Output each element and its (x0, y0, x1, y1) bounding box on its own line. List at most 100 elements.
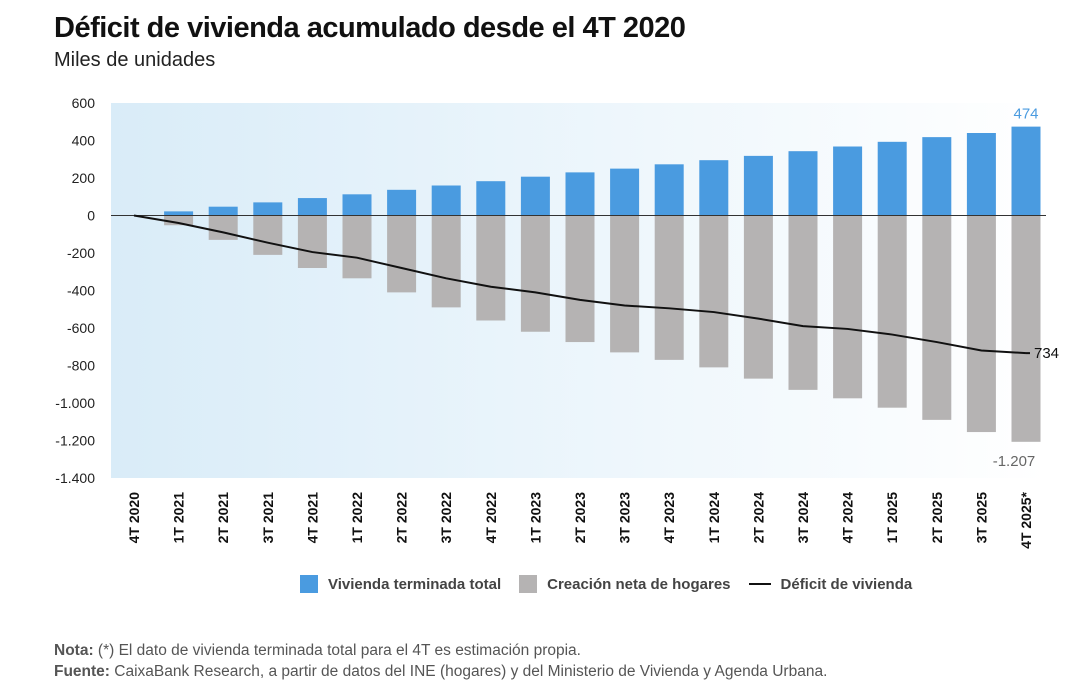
bar-creacion-hogares (743, 215, 773, 379)
x-tick-label: 1T 2023 (527, 492, 543, 544)
bar-creacion-hogares (387, 215, 417, 293)
x-tick-label: 4T 2023 (661, 492, 677, 544)
annotations: 474 -1.207 734 (993, 106, 1059, 470)
y-tick-label: 400 (72, 133, 96, 149)
x-tick-label: 1T 2025 (884, 492, 900, 544)
x-tick-label: 1T 2024 (706, 492, 722, 544)
y-tick-label: -800 (67, 358, 95, 374)
x-tick-label: 3T 2025 (973, 492, 989, 544)
legend-swatch-gray (519, 575, 538, 593)
legend: Vivienda terminada total Creación neta d… (300, 575, 930, 593)
bar-creacion-hogares (922, 215, 952, 420)
source-line: Fuente: CaixaBank Research, a partir de … (54, 661, 827, 682)
data-label-deficit-last: 734 (1034, 345, 1059, 362)
bar-vivienda-terminada (431, 185, 461, 216)
deficit-line (133, 214, 1030, 355)
x-tick-label: 3T 2022 (438, 492, 454, 544)
x-tick-label: 2T 2022 (394, 492, 410, 544)
legend-label: Vivienda terminada total (328, 575, 502, 593)
legend-label: Creación neta de hogares (547, 575, 731, 593)
bar-vivienda-terminada (654, 164, 684, 216)
legend-swatch-line (748, 583, 771, 585)
bar-vivienda-terminada (253, 202, 283, 216)
bar-creacion-hogares (654, 215, 684, 360)
bar-vivienda-terminada (297, 198, 327, 216)
bar-vivienda-terminada (164, 211, 194, 216)
data-label-hogares-last: -1.207 (993, 453, 1036, 470)
bar-vivienda-terminada (699, 160, 729, 216)
y-tick-label: 200 (72, 170, 96, 186)
bar-vivienda-terminada (922, 137, 952, 216)
x-tick-label: 1T 2022 (349, 492, 365, 544)
bar-vivienda-terminada (1011, 126, 1041, 216)
bar-vivienda-terminada (877, 141, 907, 216)
y-tick-label: -1.200 (55, 433, 95, 449)
bars (164, 126, 1041, 442)
y-tick-label: -400 (67, 283, 95, 299)
bar-creacion-hogares (342, 215, 372, 279)
bar-creacion-hogares (610, 215, 640, 353)
bar-creacion-hogares (431, 215, 461, 308)
source-label: Fuente: (54, 663, 110, 680)
y-tick-label: -1.000 (55, 395, 95, 411)
bar-creacion-hogares (877, 215, 907, 408)
x-axis: 4T 2020 1T 2021 2T 2021 3T 2021 4T 2021 1T 20… (126, 491, 1034, 548)
y-axis: 600 400 200 0 -200 -400 -600 -800 -1.000 -1.200 -1… (55, 95, 95, 486)
data-label-vivienda-last: 474 (1013, 106, 1038, 123)
x-tick-label: 3T 2024 (795, 492, 811, 544)
bar-creacion-hogares (699, 215, 729, 368)
bar-creacion-hogares (966, 215, 996, 433)
legend-label: Déficit de vivienda (780, 575, 913, 593)
bar-creacion-hogares (253, 215, 283, 255)
bar-vivienda-terminada (743, 155, 773, 216)
x-tick-label: 2T 2024 (750, 492, 766, 544)
source-text: CaixaBank Research, a partir de datos de… (109, 663, 828, 680)
bar-creacion-hogares (565, 215, 595, 343)
bar-vivienda-terminada (833, 146, 863, 216)
bar-vivienda-terminada (520, 176, 550, 216)
chart-title: Déficit de vivienda acumulado desde el 4… (54, 12, 686, 44)
bar-vivienda-terminada (387, 189, 417, 216)
x-tick-label: 4T 2020 (126, 492, 142, 544)
bar-vivienda-terminada (208, 206, 238, 216)
x-tick-label: 4T 2021 (304, 492, 320, 544)
y-tick-label: -1.400 (55, 470, 95, 486)
bar-creacion-hogares (520, 215, 550, 332)
note-line: Nota: (*) El dato de vivienda terminada … (54, 640, 827, 661)
bar-creacion-hogares (208, 215, 238, 240)
x-tick-label: 2T 2025 (929, 492, 945, 544)
legend-swatch-blue (300, 575, 318, 593)
note-text: (*) El dato de vivienda terminada total … (93, 642, 581, 659)
note-label: Nota: (54, 642, 94, 659)
x-tick-label: 2T 2021 (215, 492, 231, 544)
bar-creacion-hogares (1011, 215, 1041, 442)
bar-vivienda-terminada (788, 151, 818, 216)
y-tick-label: -200 (67, 245, 95, 261)
y-tick-label: 0 (87, 208, 95, 224)
legend-item-vivienda: Vivienda terminada total (300, 575, 501, 593)
x-tick-label: 3T 2023 (617, 492, 633, 544)
x-tick-label: 1T 2021 (171, 492, 187, 544)
deficit-series-line (133, 214, 1027, 355)
bar-creacion-hogares (164, 215, 194, 226)
y-tick-label: -600 (67, 320, 95, 336)
bar-creacion-hogares (833, 215, 863, 399)
legend-item-deficit: Déficit de vivienda (748, 575, 913, 593)
bar-creacion-hogares (788, 215, 818, 390)
x-tick-label: 3T 2021 (260, 492, 276, 544)
bar-creacion-hogares (476, 215, 506, 321)
bar-vivienda-terminada (342, 194, 372, 216)
x-tick-label: 4T 2025* (1018, 491, 1034, 548)
bar-creacion-hogares (297, 215, 327, 268)
legend-item-hogares: Creación neta de hogares (519, 575, 731, 593)
bar-vivienda-terminada (476, 181, 506, 216)
x-tick-label: 4T 2024 (840, 492, 856, 544)
bar-vivienda-terminada (565, 172, 595, 216)
notes: Nota: (*) El dato de vivienda terminada … (54, 640, 827, 682)
x-tick-label: 4T 2022 (483, 492, 499, 544)
x-tick-label: 2T 2023 (572, 492, 588, 544)
chart-subtitle: Miles de unidades (54, 49, 216, 71)
bar-vivienda-terminada (610, 168, 640, 216)
bar-vivienda-terminada (966, 133, 996, 216)
chart-area: 600 400 200 0 -200 -400 -600 -800 -1.000 -1.200 -1… (55, 95, 1059, 549)
